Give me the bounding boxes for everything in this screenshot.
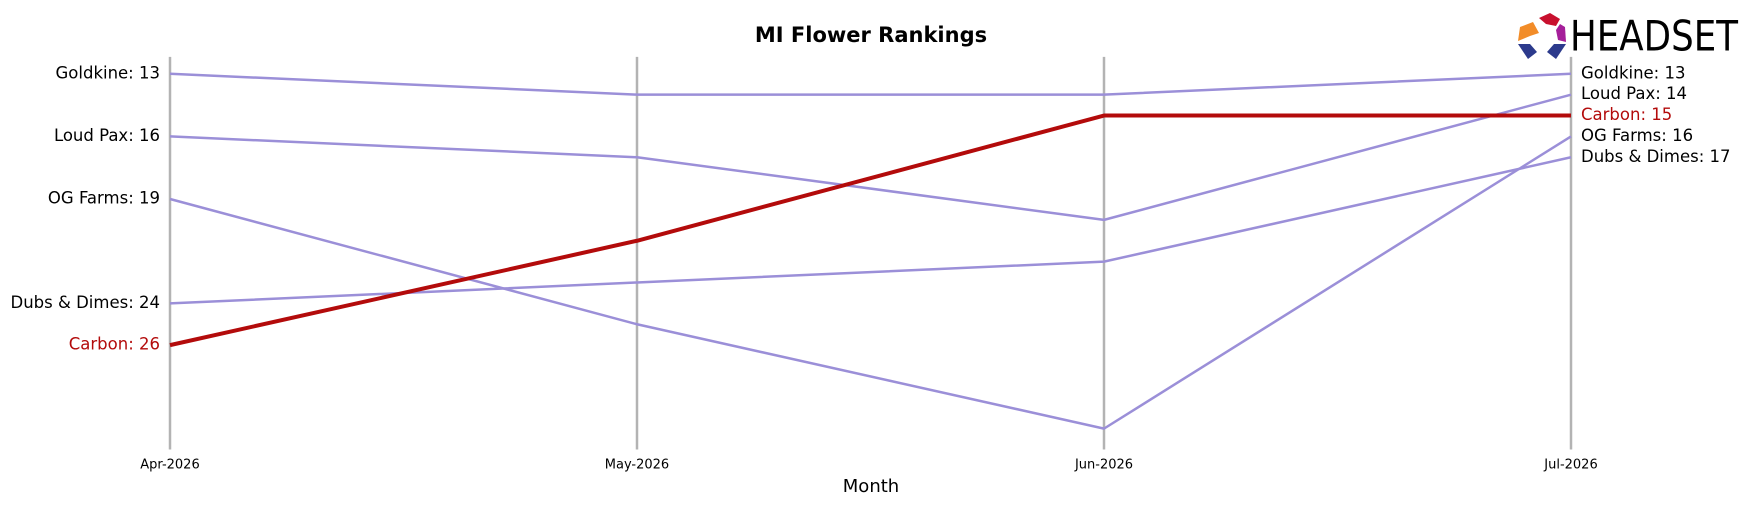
start-label: Carbon: 26 [69, 335, 160, 354]
x-axis-label: Month [843, 476, 899, 497]
end-label: Loud Pax: 14 [1581, 84, 1687, 103]
start-label: Loud Pax: 16 [54, 126, 160, 145]
logo-mark [1539, 13, 1560, 26]
series-line [169, 72, 1572, 96]
series-line [169, 113, 1571, 348]
x-tick-label: Jun-2026 [1074, 458, 1133, 473]
logo-mark [1556, 24, 1566, 42]
series-line [169, 93, 1572, 222]
x-tick-label: Apr-2026 [140, 458, 199, 473]
start-label: OG Farms: 19 [48, 189, 160, 208]
chart-title: MI Flower Rankings [755, 23, 987, 47]
logo-mark [1518, 22, 1539, 41]
series-line [169, 135, 1572, 430]
end-label: Carbon: 15 [1581, 105, 1672, 124]
end-label: Dubs & Dimes: 17 [1581, 147, 1731, 166]
end-label: Goldkine: 13 [1581, 63, 1686, 82]
logo-mark [1518, 44, 1537, 59]
logo-mark [1547, 44, 1566, 59]
x-tick-label: Jul-2026 [1543, 458, 1597, 473]
logo-text: HEADSET [1570, 12, 1738, 61]
logo: HEADSET [1518, 12, 1738, 61]
start-label: Goldkine: 13 [56, 63, 161, 82]
start-label: Dubs & Dimes: 24 [11, 293, 161, 312]
x-tick-label: May-2026 [605, 458, 669, 473]
end-label: OG Farms: 16 [1581, 126, 1693, 145]
